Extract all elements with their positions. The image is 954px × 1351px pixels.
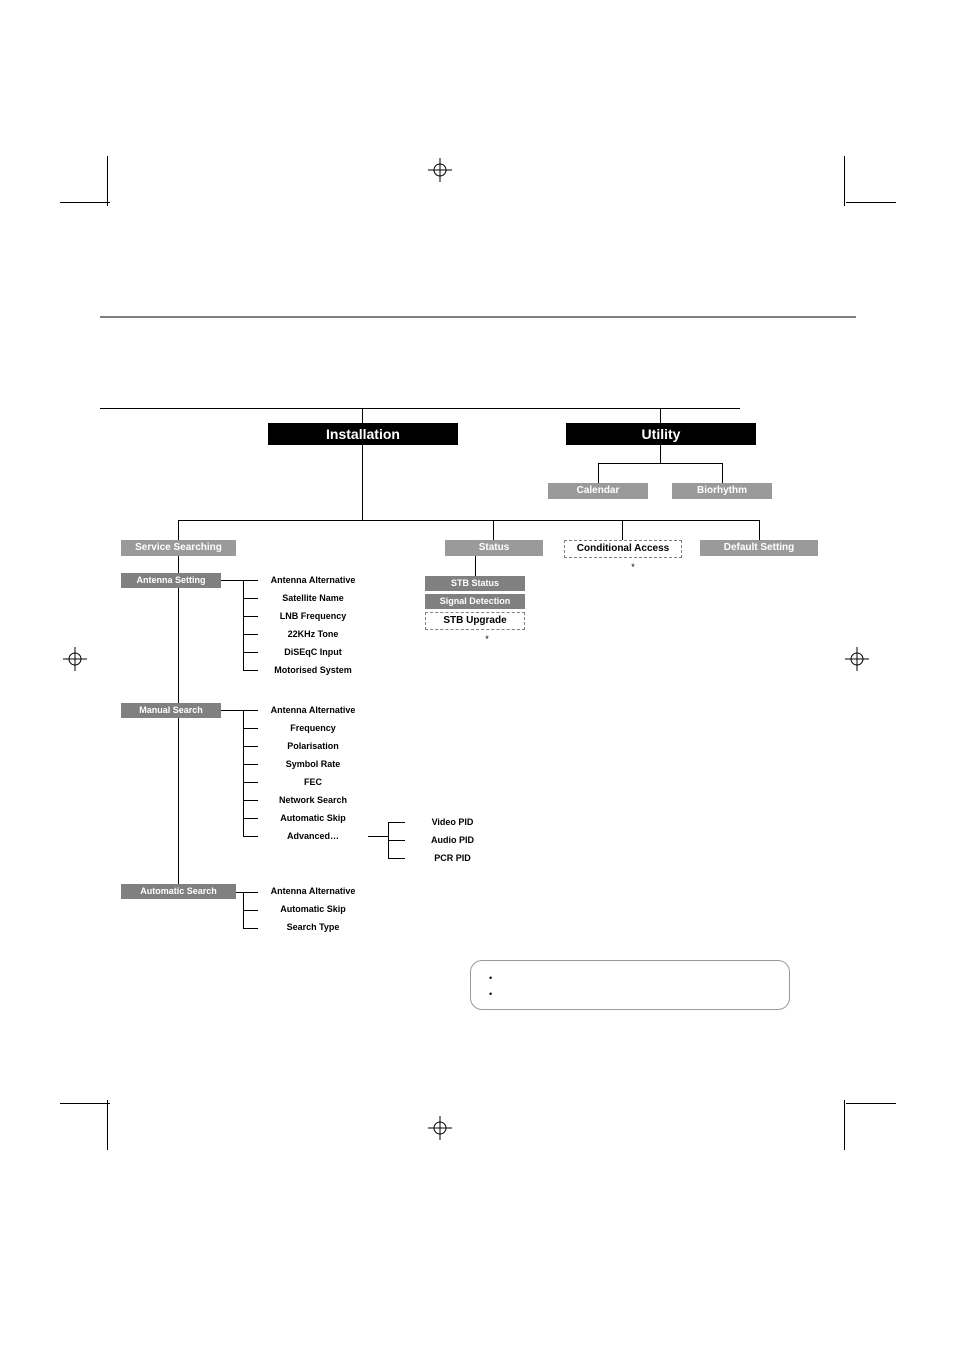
tree-connector: [243, 670, 258, 671]
tree-top-rule: [100, 408, 740, 409]
tree-connector: [243, 746, 258, 747]
sub-automatic-search: Automatic Search: [121, 884, 236, 899]
tree-connector: [622, 520, 623, 540]
tree-connector: [362, 408, 363, 423]
item-22khz-tone: 22KHz Tone: [258, 627, 368, 642]
tree-connector: [475, 556, 476, 576]
item-antenna-alternative-3: Antenna Alternative: [258, 884, 368, 899]
cat-conditional-access: Conditional Access: [564, 540, 682, 558]
divider-rule: [100, 316, 856, 318]
header-installation: Installation: [268, 423, 458, 445]
tree-connector: [221, 710, 243, 711]
tree-connector: [362, 445, 363, 520]
item-diseqc-input: DiSEqC Input: [258, 645, 368, 660]
cat-service-searching: Service Searching: [121, 540, 236, 556]
item-search-type: Search Type: [258, 920, 368, 935]
tree-connector: [178, 520, 179, 540]
item-signal-detection: Signal Detection: [425, 594, 525, 609]
item-network-search: Network Search: [258, 793, 368, 808]
item-video-pid: Video PID: [405, 815, 500, 830]
register-mark-icon: [428, 158, 452, 182]
tree-connector: [243, 764, 258, 765]
crop-mark: [60, 1103, 110, 1104]
tree-connector: [388, 858, 405, 859]
item-antenna-alternative-2: Antenna Alternative: [258, 703, 368, 718]
tree-connector: [221, 580, 243, 581]
item-polarisation: Polarisation: [258, 739, 368, 754]
crop-mark: [846, 1103, 896, 1104]
tree-connector: [243, 598, 258, 599]
tree-connector: [243, 782, 258, 783]
tree-connector: [243, 634, 258, 635]
crop-mark: [60, 202, 110, 203]
crop-mark: [107, 1100, 108, 1150]
tree-connector: [660, 445, 661, 463]
tree-connector: [243, 728, 258, 729]
item-stb-status: STB Status: [425, 576, 525, 591]
tree-connector: [243, 652, 258, 653]
crop-mark: [844, 156, 845, 206]
tree-connector: [388, 840, 405, 841]
item-stb-upgrade: STB Upgrade: [425, 612, 525, 630]
asterisk-icon: *: [482, 634, 492, 644]
tree-connector: [243, 710, 258, 711]
tree-connector: [598, 463, 599, 483]
crop-mark: [107, 156, 108, 206]
register-mark-icon: [845, 647, 869, 671]
item-motorised-system: Motorised System: [258, 663, 368, 678]
tree-connector: [243, 892, 258, 893]
tree-connector: [660, 408, 661, 423]
header-utility: Utility: [566, 423, 756, 445]
item-lnb-frequency: LNB Frequency: [258, 609, 368, 624]
tree-connector: [598, 463, 722, 464]
tree-connector: [243, 580, 258, 581]
tree-connector: [368, 836, 388, 837]
sub-antenna-setting: Antenna Setting: [121, 573, 221, 588]
item-satellite-name: Satellite Name: [258, 591, 368, 606]
asterisk-icon: *: [628, 562, 638, 572]
cat-status: Status: [445, 540, 543, 556]
tree-connector: [243, 616, 258, 617]
tree-connector: [243, 818, 258, 819]
tree-connector: [178, 520, 760, 521]
tree-connector: [243, 580, 244, 670]
item-frequency: Frequency: [258, 721, 368, 736]
crop-mark: [844, 1100, 845, 1150]
tree-connector: [243, 836, 258, 837]
item-symbol-rate: Symbol Rate: [258, 757, 368, 772]
item-automatic-skip: Automatic Skip: [258, 811, 368, 826]
item-pcr-pid: PCR PID: [405, 851, 500, 866]
tree-connector: [243, 800, 258, 801]
item-advanced: Advanced…: [258, 829, 368, 844]
register-mark-icon: [63, 647, 87, 671]
cat-biorhythm: Biorhythm: [672, 483, 772, 499]
footnote-bullet: •: [489, 973, 492, 983]
page-canvas: Installation Utility Calendar Biorhythm …: [0, 0, 954, 1351]
crop-mark: [846, 202, 896, 203]
cat-default-setting: Default Setting: [700, 540, 818, 556]
footnote-box: • •: [470, 960, 790, 1010]
item-fec: FEC: [258, 775, 368, 790]
tree-connector: [388, 822, 405, 823]
tree-connector: [178, 556, 179, 892]
tree-connector: [243, 928, 258, 929]
footnote-bullet: •: [489, 989, 492, 999]
item-audio-pid: Audio PID: [405, 833, 500, 848]
tree-connector: [243, 910, 258, 911]
tree-connector: [722, 463, 723, 483]
item-automatic-skip-2: Automatic Skip: [258, 902, 368, 917]
tree-connector: [759, 520, 760, 540]
tree-connector: [236, 892, 243, 893]
cat-calendar: Calendar: [548, 483, 648, 499]
register-mark-icon: [428, 1116, 452, 1140]
item-antenna-alternative: Antenna Alternative: [258, 573, 368, 588]
sub-manual-search: Manual Search: [121, 703, 221, 718]
tree-connector: [493, 520, 494, 540]
